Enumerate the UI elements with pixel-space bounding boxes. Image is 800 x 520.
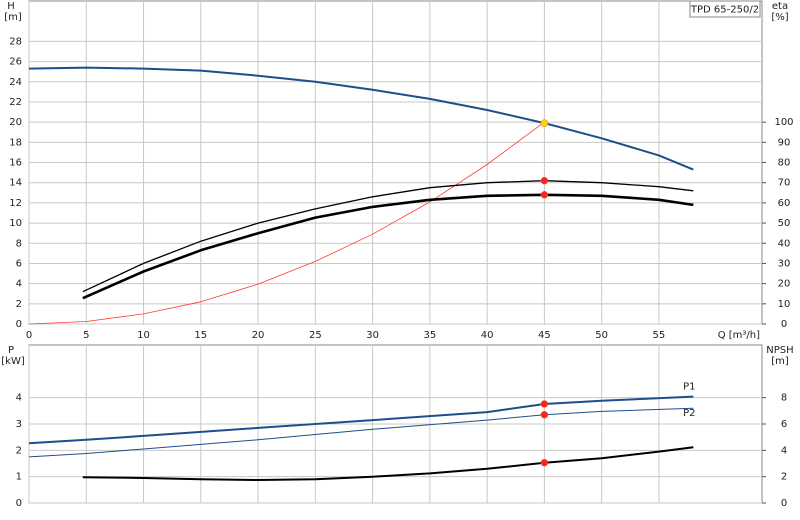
y-tick-label: 6 <box>16 258 22 269</box>
annotation-box <box>689 0 761 18</box>
y-tick-label: 12 <box>9 198 22 209</box>
operating-point <box>540 411 549 419</box>
y2-axis-unit: [m] <box>771 356 789 367</box>
y-tick-label: 18 <box>9 137 22 148</box>
x-tick-label: 50 <box>595 330 608 341</box>
operating-point <box>540 400 549 408</box>
series-label: P2 <box>683 408 695 419</box>
y-tick-label: 24 <box>9 77 22 88</box>
y2-tick-label: 70 <box>778 178 791 189</box>
y2-tick-label: 40 <box>778 238 791 249</box>
y-tick-label: 3 <box>16 419 22 430</box>
y2-axis-unit: [%] <box>771 12 788 23</box>
x-tick-label: 35 <box>423 330 436 341</box>
y2-tick-label: 0 <box>781 498 787 509</box>
y2-axis-label: eta <box>772 1 788 12</box>
x-tick-label: 15 <box>194 330 207 341</box>
curve <box>28 395 694 445</box>
y2-tick-label: 100 <box>774 117 793 128</box>
operating-point <box>540 458 549 467</box>
y-tick-label: 22 <box>9 97 22 108</box>
y2-tick-label: 90 <box>778 137 791 148</box>
x-axis-label: Q [m³/h] <box>718 330 760 341</box>
curve <box>82 193 694 300</box>
annotation: TPD 65-250/2 <box>690 5 759 16</box>
y-axis-unit: [m] <box>4 12 22 23</box>
y2-tick-label: 0 <box>781 319 787 330</box>
curve <box>82 446 694 481</box>
x-tick-label: 45 <box>538 330 551 341</box>
y2-tick-label: 8 <box>781 393 787 404</box>
y2-tick-label: 50 <box>778 218 791 229</box>
x-tick-label: 25 <box>309 330 322 341</box>
y-tick-label: 2 <box>16 445 22 456</box>
curve <box>28 407 694 458</box>
y-tick-label: 16 <box>9 158 22 169</box>
y-tick-label: 4 <box>16 279 22 290</box>
y2-tick-label: 30 <box>778 258 791 269</box>
y2-tick-label: 80 <box>778 158 791 169</box>
x-tick-label: 5 <box>83 330 89 341</box>
y-axis-label: P <box>8 345 14 356</box>
y-tick-label: 0 <box>16 498 22 509</box>
x-tick-label: 55 <box>653 330 666 341</box>
y-tick-label: 1 <box>16 472 22 483</box>
operating-point <box>540 176 549 185</box>
series-label: P1 <box>683 382 695 393</box>
curve <box>82 180 694 293</box>
y-tick-label: 14 <box>9 178 22 189</box>
x-tick-label: 20 <box>252 330 265 341</box>
y2-axis-label: NPSH <box>766 345 793 356</box>
y2-tick-label: 2 <box>781 472 787 483</box>
operating-point <box>540 191 549 199</box>
y-tick-label: 28 <box>9 36 22 47</box>
x-tick-label: 10 <box>137 330 150 341</box>
curve <box>28 121 545 325</box>
y2-tick-label: 10 <box>778 299 791 310</box>
curve <box>28 66 694 171</box>
x-tick-label: 0 <box>26 330 32 341</box>
y-axis-unit: [kW] <box>1 356 25 367</box>
y2-tick-label: 4 <box>781 445 787 456</box>
y-tick-label: 2 <box>16 299 22 310</box>
y2-tick-label: 60 <box>778 198 791 209</box>
x-tick-label: 30 <box>366 330 379 341</box>
y-tick-label: 8 <box>16 238 22 249</box>
y2-tick-label: 20 <box>778 279 791 290</box>
y-tick-label: 10 <box>9 218 22 229</box>
operating-point <box>540 119 549 127</box>
x-tick-label: 40 <box>481 330 494 341</box>
y2-tick-label: 6 <box>781 419 787 430</box>
y-tick-label: 20 <box>9 117 22 128</box>
y-tick-label: 0 <box>16 319 22 330</box>
y-axis-label: H <box>7 1 15 12</box>
y-tick-label: 26 <box>9 57 22 68</box>
y-tick-label: 4 <box>16 393 22 404</box>
